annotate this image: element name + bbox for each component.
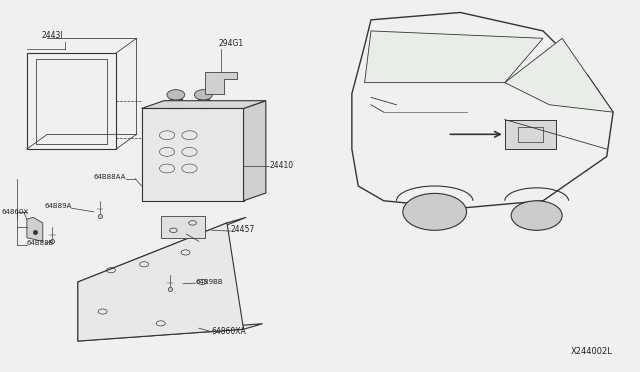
Polygon shape	[505, 119, 556, 149]
Polygon shape	[78, 276, 97, 341]
Text: 294G1: 294G1	[218, 39, 243, 48]
Circle shape	[195, 90, 212, 100]
Polygon shape	[161, 215, 205, 238]
Text: 64B89A: 64B89A	[44, 203, 72, 209]
Polygon shape	[78, 223, 244, 341]
Text: 2443I: 2443I	[42, 31, 63, 40]
Circle shape	[403, 193, 467, 230]
Polygon shape	[78, 324, 262, 341]
Polygon shape	[365, 31, 543, 83]
Text: 24410: 24410	[269, 161, 293, 170]
Text: 64B9BB: 64B9BB	[196, 279, 223, 285]
Circle shape	[511, 201, 562, 230]
Polygon shape	[205, 71, 237, 94]
Text: 64860X: 64860X	[1, 209, 29, 215]
Polygon shape	[505, 38, 613, 112]
Circle shape	[167, 90, 185, 100]
Text: X244002L: X244002L	[572, 347, 613, 356]
Polygon shape	[141, 101, 266, 109]
Polygon shape	[27, 217, 43, 241]
Text: 64B88AA: 64B88AA	[93, 174, 125, 180]
Polygon shape	[170, 99, 182, 109]
Text: 64B88B: 64B88B	[27, 240, 54, 246]
Polygon shape	[78, 217, 246, 282]
Polygon shape	[244, 101, 266, 201]
Polygon shape	[141, 109, 244, 201]
Text: 64860XA: 64860XA	[212, 327, 246, 336]
Text: 24457: 24457	[231, 225, 255, 234]
Polygon shape	[198, 99, 209, 109]
